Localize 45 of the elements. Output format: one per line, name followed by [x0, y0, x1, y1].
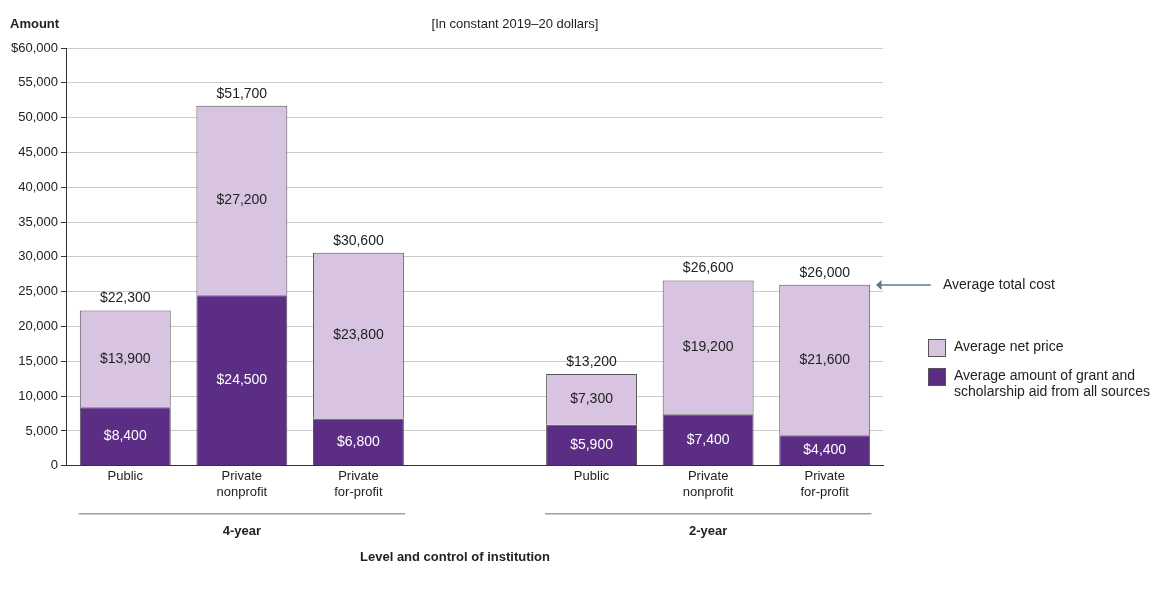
total-label: $26,000 — [799, 263, 851, 280]
y-axis-title: Amount — [10, 15, 60, 31]
y-tick-label: 30,000 — [18, 248, 58, 264]
x-axis-title: Level and control of institution — [360, 549, 551, 565]
y-tick-label: 35,000 — [18, 213, 58, 229]
total-label: $22,300 — [99, 289, 151, 306]
chart-subtitle: [In constant 2019–20 dollars] — [431, 15, 599, 31]
y-tick-label: 50,000 — [18, 109, 58, 125]
y-tick-label: 10,000 — [18, 387, 58, 403]
y-tick-label: 45,000 — [18, 144, 58, 160]
x-tick-label: Private nonprofit — [216, 468, 268, 499]
text: 2-year — [688, 523, 728, 539]
data-label: $24,500 — [216, 371, 268, 388]
data-label: $19,200 — [682, 338, 734, 355]
data-label: $13,900 — [99, 349, 151, 366]
data-label: $21,600 — [799, 350, 851, 367]
text: Average total cost — [943, 275, 1055, 292]
y-tick-label: 25,000 — [18, 283, 58, 299]
text: 4-year — [222, 523, 262, 539]
x-tick-label: Private for-profit — [800, 468, 850, 499]
data-label: $23,800 — [333, 326, 384, 343]
data-label: $5,900 — [570, 435, 614, 452]
x-tick-label: Private for-profit — [334, 468, 384, 499]
data-label: $27,200 — [216, 191, 268, 208]
total-label: $30,600 — [333, 231, 384, 248]
y-tick-label: 40,000 — [18, 178, 58, 194]
y-tick-label: 20,000 — [18, 318, 58, 334]
legend-label: Average amount of grant and scholarship aid from all sources — [954, 367, 1152, 399]
legend-label: Average net price — [954, 338, 1064, 354]
data-label: $7,300 — [570, 390, 614, 407]
x-tick-label: Public — [573, 468, 610, 484]
y-tick-label: 15,000 — [18, 352, 58, 368]
y-tick-label: $60,000 — [10, 39, 58, 55]
x-tick-label: Private nonprofit — [682, 468, 734, 499]
data-label: $4,400 — [803, 441, 847, 458]
data-label: $6,800 — [337, 432, 381, 449]
x-tick-label: Public — [107, 468, 144, 484]
data-label: $8,400 — [103, 427, 147, 444]
total-label: $51,700 — [216, 84, 268, 101]
y-tick-label: 55,000 — [18, 74, 58, 90]
total-label: $26,600 — [682, 259, 734, 276]
total-label: $13,200 — [566, 352, 618, 369]
y-tick-label: 5,000 — [25, 422, 58, 438]
y-tick-label: 0 — [50, 457, 58, 473]
data-label: $7,400 — [686, 430, 730, 447]
